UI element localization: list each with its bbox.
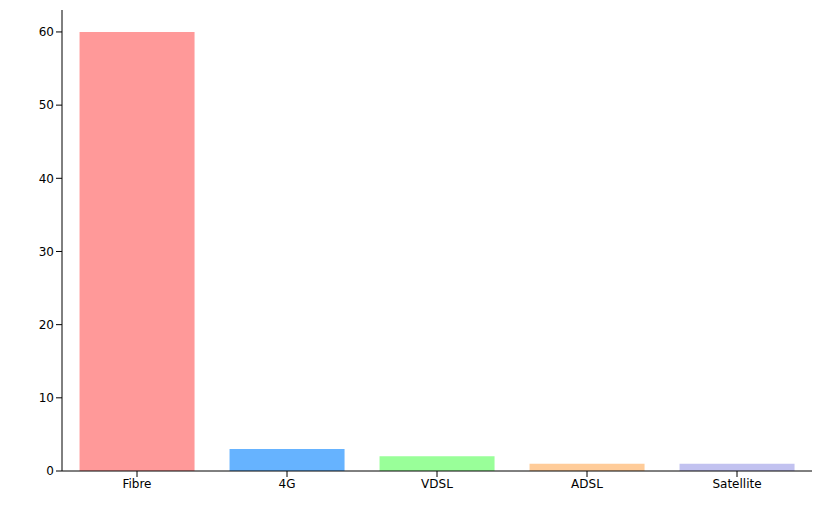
svg-text:30: 30: [39, 245, 54, 259]
svg-text:VDSL: VDSL: [421, 477, 453, 491]
svg-text:40: 40: [39, 172, 54, 186]
svg-text:0: 0: [46, 464, 54, 478]
svg-text:Satellite: Satellite: [712, 477, 761, 491]
svg-text:4G: 4G: [279, 477, 296, 491]
svg-text:60: 60: [39, 25, 54, 39]
svg-text:20: 20: [39, 318, 54, 332]
svg-text:10: 10: [39, 391, 54, 405]
svg-text:ADSL: ADSL: [571, 477, 603, 491]
svg-text:Fibre: Fibre: [122, 477, 151, 491]
svg-text:50: 50: [39, 98, 54, 112]
